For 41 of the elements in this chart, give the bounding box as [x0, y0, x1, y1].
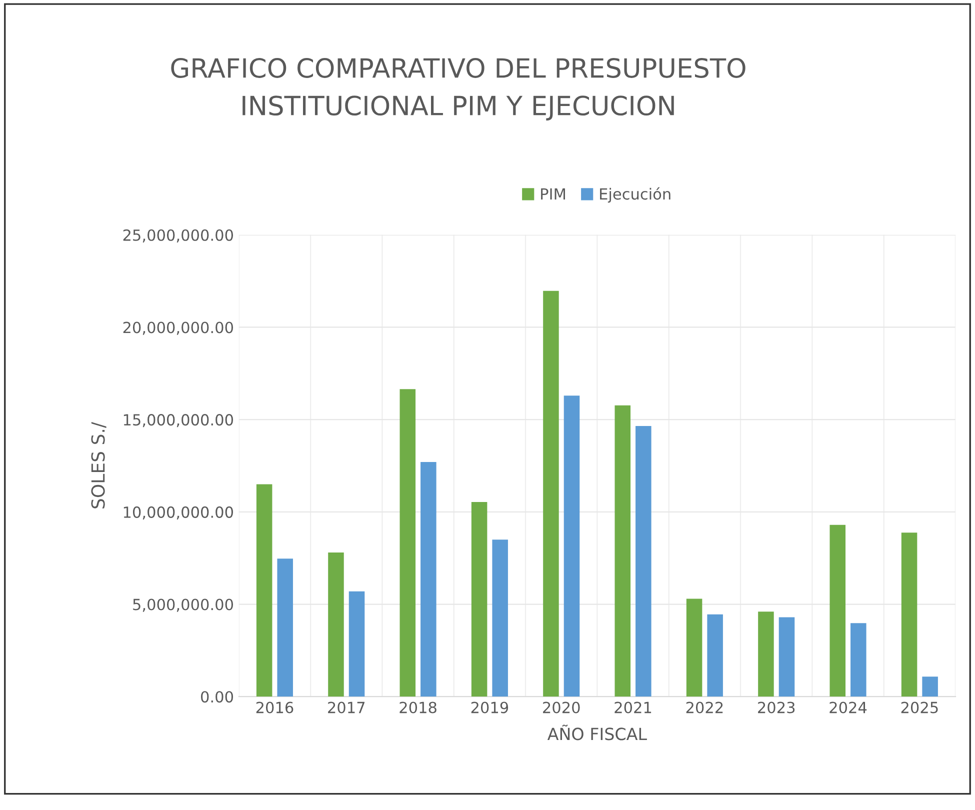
- bar: [830, 524, 846, 697]
- y-axis-title: SOLES S./: [91, 422, 106, 508]
- bar: [614, 405, 631, 697]
- y-tick-label: 0.00: [201, 691, 233, 703]
- legend-label: PIM: [541, 188, 565, 200]
- x-axis-title: AÑO FISCAL: [547, 724, 647, 740]
- x-tick-label: 2023: [758, 702, 795, 714]
- bar: [758, 612, 774, 697]
- bar: [400, 389, 416, 697]
- bar: [328, 552, 344, 697]
- x-tick-label: 2017: [328, 702, 365, 714]
- bar: [686, 598, 702, 697]
- bar: [348, 591, 365, 697]
- bar: [420, 462, 436, 697]
- x-tick-label: 2025: [901, 702, 938, 714]
- bar: [901, 532, 918, 697]
- bar: [636, 426, 652, 697]
- y-tick-label: 20,000,000.00: [123, 322, 233, 335]
- bar: [850, 623, 866, 697]
- chart-title: GRAFICO COMPARATIVO DEL PRESUPUESTO INSTITUCIONAL PIM Y EJECUCION: [171, 58, 746, 120]
- x-tick-label: 2018: [400, 702, 436, 714]
- y-tick-label: 5,000,000.00: [133, 598, 233, 612]
- bar: [256, 484, 272, 697]
- x-tick-label: 2021: [614, 702, 652, 714]
- y-tick-label: 10,000,000.00: [124, 506, 233, 520]
- bar: [922, 676, 938, 697]
- bar: [277, 558, 293, 697]
- x-tick-label: 2016: [256, 702, 294, 714]
- x-tick-label: 2020: [543, 702, 580, 714]
- x-tick-label: 2024: [830, 702, 867, 714]
- bar: [778, 617, 795, 697]
- x-tick-label: 2019: [471, 702, 508, 714]
- bar: [707, 614, 723, 697]
- y-tick-label: 25,000,000.00: [123, 229, 233, 242]
- y-tick-label: 15,000,000.00: [124, 414, 233, 428]
- bar: [492, 540, 508, 697]
- bar: [564, 396, 580, 697]
- bar: [543, 290, 559, 697]
- legend-label: Ejecución: [600, 187, 670, 203]
- bar: [471, 502, 488, 697]
- x-tick-label: 2022: [686, 702, 723, 714]
